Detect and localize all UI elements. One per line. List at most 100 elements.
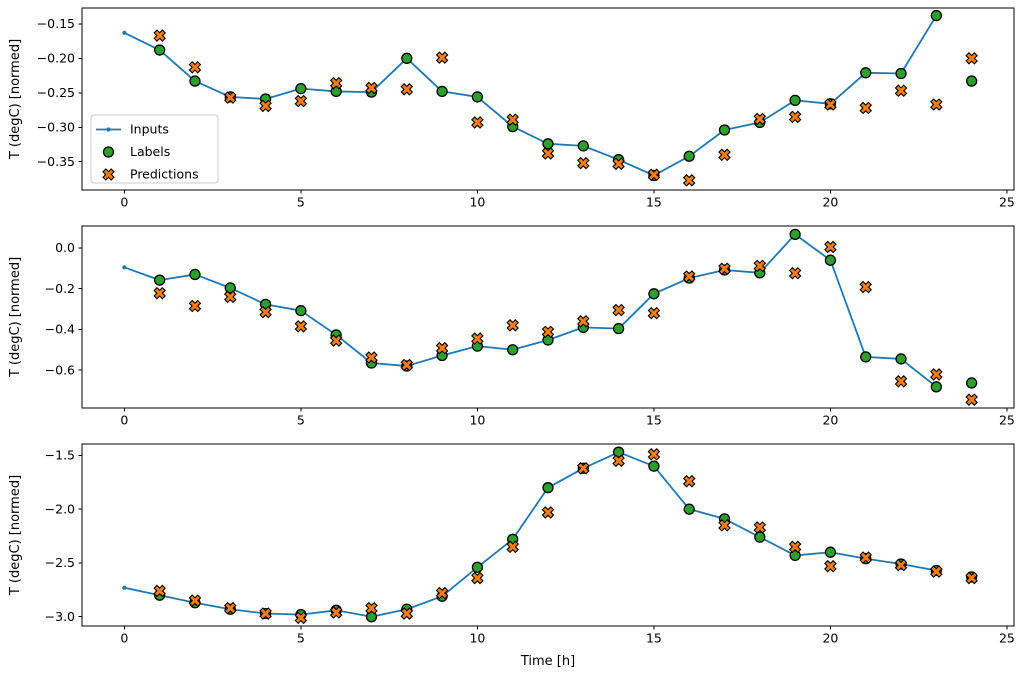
y-tick-label: −0.4 <box>45 322 75 337</box>
prediction-marker <box>718 519 731 532</box>
y-tick-label: −0.6 <box>45 362 75 377</box>
prediction-marker <box>718 262 731 276</box>
label-marker <box>718 124 731 136</box>
y-tick-label: −0.25 <box>37 85 75 100</box>
inputs-line <box>124 451 937 618</box>
legend-labels-sample <box>102 146 115 158</box>
legend-box <box>90 114 219 184</box>
y-axis-ticks: −1.5 −2.0 −2.5 −3.0 <box>45 448 82 624</box>
x-tick-label: 25 <box>999 631 1015 646</box>
prediction-marker <box>965 52 978 65</box>
prediction-marker <box>894 375 908 388</box>
prediction-marker <box>294 320 308 333</box>
x-tick-label: 10 <box>469 631 485 646</box>
label-marker <box>683 150 695 162</box>
label-marker <box>930 381 942 393</box>
x-tick-label: 15 <box>646 195 662 210</box>
legend-item-predictions: Predictions <box>102 167 199 182</box>
labels-series <box>154 446 978 623</box>
x-tick-label: 0 <box>120 413 128 428</box>
prediction-marker <box>329 334 343 347</box>
x-axis-ticks: 0 5 10 15 20 25 <box>120 408 1015 428</box>
predictions-series <box>153 448 978 625</box>
label-marker <box>754 531 766 543</box>
y-tick-label: −3.0 <box>45 609 75 624</box>
prediction-marker <box>471 332 484 345</box>
label-marker <box>895 67 907 80</box>
y-axis-label: T (degC) [normed] <box>8 475 23 596</box>
label-marker <box>965 75 978 87</box>
subplot-2: 0 5 10 15 20 25 0.0 −0.2 −0.4 −0.6 T (degC) [norme… <box>8 225 1015 428</box>
legend-item-labels: Labels <box>102 144 170 159</box>
label-marker <box>507 344 519 356</box>
inputs-series <box>122 450 939 619</box>
prediction-marker <box>188 594 202 607</box>
prediction-marker <box>506 113 519 126</box>
label-marker <box>648 288 660 300</box>
prediction-marker <box>188 60 202 74</box>
inputs-line <box>124 233 937 388</box>
prediction-marker <box>753 112 767 126</box>
legend: Inputs Labels Predictions <box>90 114 219 184</box>
prediction-marker <box>647 448 661 461</box>
label-marker <box>860 351 872 363</box>
x-tick-label: 10 <box>469 413 485 428</box>
label-marker <box>295 305 307 317</box>
prediction-marker <box>471 116 484 129</box>
prediction-marker <box>435 586 449 600</box>
prediction-marker <box>930 368 943 381</box>
legend-item-label: Predictions <box>130 167 199 182</box>
predictions-series <box>153 29 978 187</box>
prediction-marker <box>824 98 837 111</box>
y-tick-label: −1.5 <box>45 448 75 463</box>
prediction-marker <box>753 259 767 273</box>
label-marker <box>965 377 978 389</box>
y-tick-label: −2.5 <box>45 555 75 570</box>
prediction-marker <box>612 303 625 317</box>
prediction-marker <box>577 314 590 328</box>
prediction-marker <box>259 99 272 113</box>
prediction-marker <box>859 551 873 564</box>
legend-inputs-dot <box>106 127 111 132</box>
legend-item-label: Inputs <box>130 122 169 137</box>
y-axis-label: T (degC) [normed] <box>8 39 23 160</box>
prediction-marker <box>612 454 625 468</box>
prediction-marker <box>294 94 308 108</box>
prediction-marker <box>859 280 873 294</box>
x-tick-label: 15 <box>646 413 662 428</box>
prediction-marker <box>824 240 837 254</box>
prediction-marker <box>788 110 802 124</box>
prediction-marker <box>647 306 661 320</box>
y-tick-label: −0.20 <box>37 51 75 66</box>
y-axis-ticks: −0.15 −0.20 −0.25 −0.30 −0.35 <box>37 16 82 169</box>
legend-item-label: Labels <box>130 144 170 159</box>
prediction-marker <box>894 84 908 98</box>
x-tick-label: 5 <box>297 631 305 646</box>
inputs-line <box>123 15 938 177</box>
label-marker <box>577 140 589 152</box>
prediction-marker <box>824 559 837 573</box>
x-tick-label: 25 <box>999 413 1015 428</box>
prediction-marker <box>400 358 414 372</box>
label-marker <box>224 282 236 294</box>
prediction-marker <box>223 290 237 304</box>
prediction-marker <box>930 565 943 578</box>
label-marker <box>401 52 413 64</box>
label-marker <box>189 268 201 281</box>
prediction-marker <box>577 462 590 475</box>
labels-series <box>154 228 978 393</box>
prediction-marker <box>365 351 378 364</box>
y-tick-label: −2.0 <box>45 501 75 516</box>
label-marker <box>436 85 448 98</box>
y-axis-label: T (degC) [normed] <box>8 257 23 378</box>
prediction-marker <box>788 266 802 280</box>
axes-spines <box>81 225 1015 409</box>
prediction-marker <box>718 148 731 162</box>
label-marker <box>189 75 201 87</box>
axes-spines <box>81 7 1015 191</box>
prediction-marker <box>965 393 978 406</box>
label-marker <box>154 274 166 286</box>
subplot-1: 0 5 10 15 20 25 −0.15 −0.20 −0.25 −0.30 −0.35 T (de… <box>8 7 1015 210</box>
